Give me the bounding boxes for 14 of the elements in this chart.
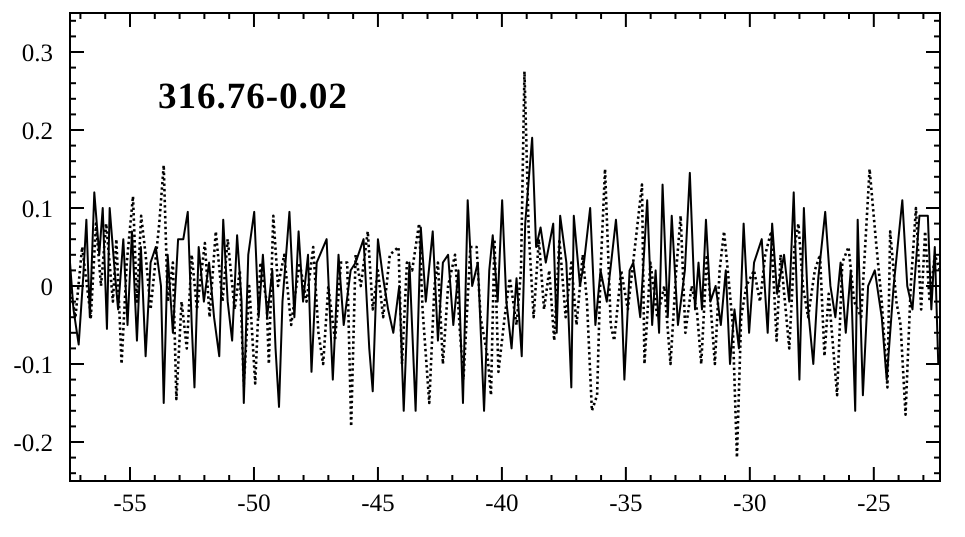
- x-tick-label: -35: [609, 490, 643, 517]
- x-tick-label: -40: [485, 490, 519, 517]
- x-tick-label: -25: [857, 490, 890, 517]
- x-tick-label: -50: [237, 490, 271, 517]
- text: 316.76-0.02: [158, 76, 348, 117]
- y-tick-label: 0.1: [22, 196, 53, 223]
- y-tick-label: 0.3: [22, 40, 53, 67]
- y-tick-label: -0.2: [13, 430, 53, 457]
- y-tick-label: 0.2: [22, 118, 53, 145]
- x-tick-label: -55: [113, 490, 147, 517]
- x-tick-label: -30: [733, 490, 766, 517]
- x-tick-label: -45: [361, 490, 395, 517]
- y-tick-label: 0: [40, 274, 53, 301]
- y-tick-label: -0.1: [13, 352, 53, 379]
